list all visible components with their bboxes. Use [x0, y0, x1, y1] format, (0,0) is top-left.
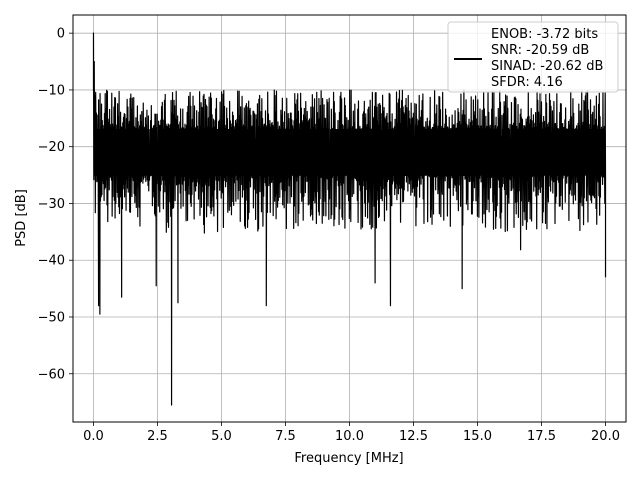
- psd-line: [92, 32, 607, 406]
- x-tick-label: 10.0: [335, 429, 364, 444]
- y-tick-label: −50: [38, 310, 65, 325]
- y-tick-label: −60: [38, 367, 65, 382]
- x-tick-label: 12.5: [399, 429, 428, 444]
- y-axis-label: PSD [dB]: [14, 189, 29, 247]
- legend-line-enob: ENOB: -3.72 bits: [491, 27, 598, 42]
- y-axis: 0 −10 −20 −30 −40 −50 −60: [38, 27, 73, 382]
- x-tick-label: 7.5: [275, 429, 296, 444]
- y-tick-label: −10: [38, 83, 65, 98]
- legend-line-sinad: SINAD: -20.62 dB: [491, 59, 603, 74]
- y-tick-label: −40: [38, 254, 65, 269]
- y-tick-label: −30: [38, 197, 65, 212]
- y-tick-label: −20: [38, 140, 65, 155]
- legend: ENOB: -3.72 bits SNR: -20.59 dB SINAD: -…: [447, 21, 619, 93]
- legend-line-snr: SNR: -20.59 dB: [491, 43, 589, 58]
- x-tick-label: 0.0: [83, 429, 104, 444]
- x-tick-label: 2.5: [147, 429, 168, 444]
- psd-series: [92, 32, 607, 406]
- y-tick-label: 0: [57, 27, 65, 42]
- x-tick-label: 17.5: [527, 429, 556, 444]
- x-tick-label: 20.0: [591, 429, 620, 444]
- x-tick-label: 5.0: [211, 429, 232, 444]
- legend-line-sfdr: SFDR: 4.16: [491, 75, 563, 90]
- x-axis-label: Frequency [MHz]: [294, 451, 403, 466]
- x-tick-label: 15.0: [463, 429, 492, 444]
- x-axis: 0.0 2.5 5.0 7.5 10.0 12.5 15.0 17.5 20.0: [83, 422, 620, 444]
- legend-box: [447, 21, 619, 93]
